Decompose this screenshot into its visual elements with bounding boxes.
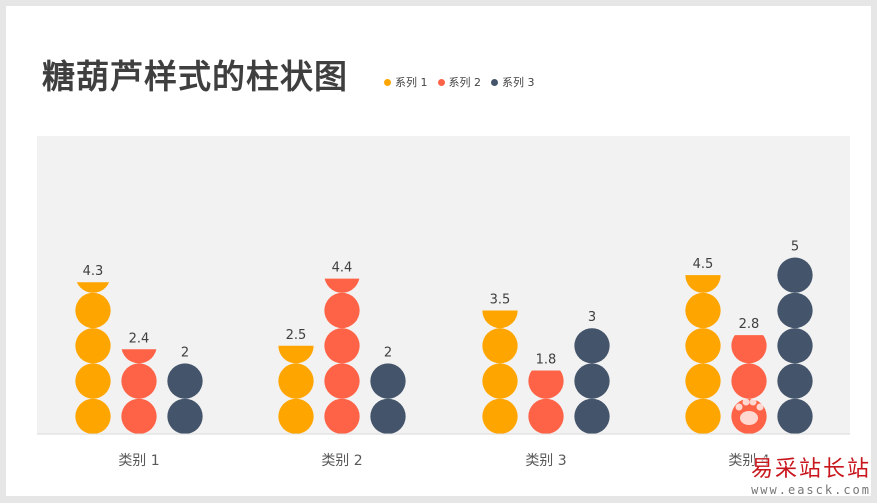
data-label: 2.4	[129, 331, 150, 346]
data-label: 1.8	[536, 352, 557, 367]
bead-circle	[777, 398, 813, 434]
bead-circle	[777, 292, 813, 329]
data-label: 4.3	[83, 264, 104, 279]
bead-circle	[482, 310, 518, 329]
bar-series-3-category-1	[167, 363, 203, 434]
bead-circle	[685, 292, 721, 329]
data-label: 2	[384, 345, 392, 360]
data-label: 2.5	[286, 328, 307, 343]
bar-series-2-category-2	[324, 278, 360, 434]
bar-series-2-category-3	[528, 370, 564, 434]
bead-circle	[167, 363, 203, 399]
bead-circle	[75, 363, 111, 399]
bar-series-1-category-2	[278, 345, 314, 434]
bead-circle	[324, 278, 360, 293]
plot-area	[37, 136, 850, 434]
bead-circle	[324, 292, 360, 329]
bead-circle	[370, 363, 406, 399]
legend-label-series-2: 系列 2	[448, 76, 482, 89]
bead-circle	[324, 328, 360, 364]
legend-swatch-series-3	[491, 78, 498, 86]
bead-circle	[121, 349, 157, 364]
bead-circle	[482, 328, 518, 364]
bead-circle	[75, 328, 111, 364]
bead-circle	[75, 292, 111, 329]
bead-circle	[574, 363, 610, 399]
legend-item-series-3: 系列 3	[491, 74, 535, 90]
bead-circle	[731, 335, 767, 364]
bead-circle	[777, 257, 813, 293]
legend-label-series-3: 系列 3	[502, 76, 535, 89]
bead-circle	[278, 398, 314, 434]
bead-circle	[685, 275, 721, 293]
data-label: 2.8	[739, 317, 760, 332]
data-label: 4.5	[693, 257, 714, 272]
bead-circle	[528, 398, 564, 434]
x-tick-label: 类别 3	[525, 453, 566, 469]
bead-circle	[370, 398, 406, 434]
bead-circle	[731, 363, 767, 399]
data-label: 2	[181, 345, 189, 360]
bar-series-1-category-1	[75, 282, 111, 434]
bead-circle	[324, 363, 360, 399]
data-label: 3	[588, 310, 596, 325]
bead-circle	[76, 282, 110, 293]
bead-circle	[685, 398, 721, 434]
legend-swatch-series-2	[437, 78, 445, 86]
bead-circle	[121, 363, 157, 399]
legend-item-series-2: 系列 2	[437, 74, 482, 90]
bead-circle	[482, 363, 518, 399]
bead-circle	[685, 328, 721, 364]
x-tick-label: 类别 1	[118, 453, 159, 469]
bead-circle	[777, 363, 813, 399]
bead-circle	[685, 363, 721, 399]
legend-item-series-1: 系列 1	[384, 74, 428, 90]
bead-circle	[278, 363, 314, 399]
data-label: 5	[791, 240, 799, 255]
bead-circle	[574, 398, 610, 434]
paw-icon	[735, 398, 764, 425]
x-tick-label: 类别 2	[321, 453, 362, 469]
bar-series-3-category-2	[370, 363, 406, 434]
bar-series-3-category-4	[777, 257, 813, 434]
bead-circle	[574, 328, 610, 364]
x-tick-label: 类别 4	[728, 453, 769, 469]
bead-circle	[528, 370, 564, 399]
bead-circle	[121, 398, 157, 434]
bar-series-3-category-3	[574, 328, 610, 434]
data-label: 3.5	[490, 292, 511, 307]
data-label: 4.4	[332, 261, 353, 276]
bead-circle	[75, 398, 111, 434]
legend-swatch-series-1	[384, 78, 391, 86]
legend-label-series-1: 系列 1	[395, 76, 428, 89]
bead-circle	[777, 328, 813, 364]
bead-circle	[482, 398, 518, 434]
bar-series-1-category-3	[482, 310, 518, 434]
chart-legend: 系列 1 系列 2 系列 3	[384, 74, 535, 90]
chart-title: 糖葫芦样式的柱状图	[42, 57, 348, 96]
bead-circle	[278, 345, 314, 364]
bead-circle	[324, 398, 360, 434]
bead-circle	[167, 398, 203, 434]
bar-series-1-category-4	[685, 275, 721, 434]
bar-series-2-category-1	[121, 349, 157, 434]
